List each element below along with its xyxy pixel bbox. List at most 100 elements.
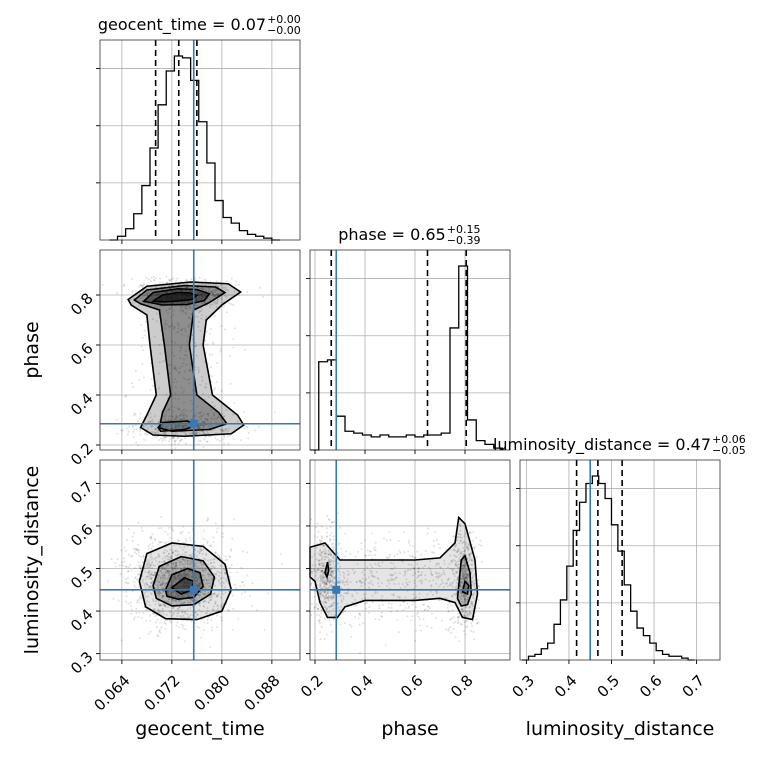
y-axis-label-phase: phase (21, 321, 43, 378)
sample-point (169, 621, 172, 624)
sample-point (202, 446, 205, 449)
sample-point (174, 397, 177, 400)
sample-point (174, 587, 177, 590)
sample-point (211, 629, 214, 632)
sample-point (214, 301, 217, 304)
sample-point (390, 602, 393, 605)
sample-point (468, 531, 471, 534)
sample-point (200, 411, 203, 413)
sample-point (161, 541, 164, 544)
sample-point (177, 328, 180, 330)
sample-point (189, 369, 192, 372)
histogram-geocent_time (109, 55, 280, 241)
sample-point (184, 424, 187, 427)
sample-point (181, 309, 184, 312)
sample-point (201, 283, 203, 285)
sample-point (426, 532, 429, 535)
sample-point (449, 631, 452, 634)
sample-point (170, 424, 173, 427)
sample-point (182, 415, 185, 418)
sample-point (202, 629, 205, 632)
sample-point (194, 414, 197, 417)
sample-point (178, 371, 181, 374)
sample-point (368, 554, 371, 557)
title-text: phase = 0.65 (338, 225, 445, 244)
sample-point (194, 611, 197, 613)
sample-point (164, 605, 167, 608)
sample-point (182, 362, 185, 365)
sample-point (125, 394, 128, 397)
sample-point (161, 596, 164, 599)
sample-point (175, 416, 178, 419)
x-tick-label: 0.064 (90, 671, 133, 714)
sample-point (187, 300, 190, 303)
sample-point (313, 535, 316, 538)
sample-point (221, 532, 224, 535)
sample-point (189, 363, 192, 366)
sample-point (222, 438, 225, 441)
sample-point (152, 420, 155, 423)
sample-point (194, 304, 197, 307)
sample-point (447, 629, 450, 632)
sample-point (187, 340, 189, 343)
sample-point (171, 340, 174, 343)
sample-point (163, 555, 166, 558)
sample-point (141, 363, 144, 366)
sample-point (221, 413, 224, 415)
sample-point (476, 622, 479, 625)
truth-marker (332, 585, 341, 594)
sample-point (146, 290, 149, 293)
sample-point (208, 353, 211, 356)
sample-point (124, 565, 127, 568)
sample-point (139, 433, 142, 436)
hist-panel-phase (306, 249, 511, 451)
sample-point (446, 606, 449, 609)
sample-point (180, 623, 183, 626)
sample-point (184, 413, 187, 416)
sample-point (383, 537, 385, 540)
sample-point (188, 323, 191, 326)
sample-point (359, 652, 362, 655)
sample-point (175, 564, 178, 567)
sample-point (150, 424, 153, 427)
sample-point (433, 531, 436, 534)
sample-point (199, 310, 202, 313)
sample-point (176, 615, 179, 618)
sample-point (175, 592, 178, 595)
sample-point (180, 329, 182, 332)
sample-point (409, 544, 411, 547)
sample-point (168, 415, 171, 418)
sample-point (331, 521, 334, 524)
sample-point (199, 383, 202, 386)
sample-point (189, 536, 191, 539)
sample-point (311, 602, 313, 605)
sample-point (195, 432, 198, 435)
sample-point (167, 408, 170, 411)
sample-point (177, 398, 180, 401)
sample-point (414, 557, 416, 559)
sample-point (407, 541, 410, 544)
sample-point (201, 293, 204, 296)
sample-point (147, 291, 150, 294)
sample-point (196, 412, 198, 415)
sample-point (224, 429, 227, 432)
sample-point (212, 295, 215, 298)
sample-point (139, 284, 142, 287)
sample-point (185, 540, 188, 543)
sample-point (197, 291, 200, 294)
sample-point (220, 429, 223, 432)
sample-point (180, 410, 183, 413)
sample-point (204, 294, 207, 297)
sample-point (139, 595, 142, 597)
sample-point (209, 291, 212, 294)
sample-point (171, 305, 174, 308)
sample-point (195, 298, 198, 300)
sample-point (185, 585, 187, 588)
sample-point (473, 615, 476, 618)
sample-point (183, 437, 186, 440)
sample-point (186, 559, 189, 562)
sample-point (186, 561, 189, 564)
sample-point (214, 411, 217, 414)
sample-point (147, 420, 150, 423)
sample-point (396, 619, 399, 621)
